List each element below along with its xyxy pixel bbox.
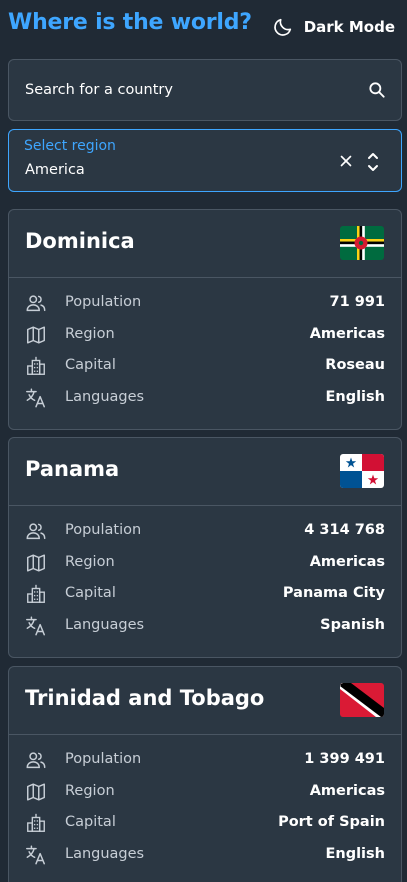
country-card[interactable]: Dominica Population 71 991 Region bbox=[8, 209, 402, 430]
languages-row: Languages English bbox=[9, 840, 401, 872]
country-name: Panama bbox=[25, 457, 120, 481]
clear-icon[interactable] bbox=[337, 152, 355, 170]
buildings-icon bbox=[27, 585, 45, 604]
trinidad-and-tobago-flag-icon bbox=[340, 683, 384, 717]
languages-label: Languages bbox=[65, 846, 145, 863]
capital-row: Capital Roseau bbox=[9, 351, 401, 383]
dominica-flag-icon bbox=[340, 226, 384, 260]
capital-value: Roseau bbox=[325, 357, 385, 374]
region-value: Americas bbox=[309, 782, 385, 799]
region-select[interactable]: Select region America bbox=[8, 129, 402, 192]
country-name: Dominica bbox=[25, 229, 135, 253]
population-row: Population 71 991 bbox=[9, 288, 401, 320]
card-divider bbox=[9, 277, 401, 278]
map-icon bbox=[27, 554, 45, 572]
population-label: Population bbox=[65, 522, 142, 538]
population-value: 71 991 bbox=[329, 294, 386, 310]
country-card-header: Dominica bbox=[9, 210, 401, 277]
users-icon bbox=[26, 295, 46, 312]
languages-value: English bbox=[325, 389, 385, 406]
population-label: Population bbox=[65, 294, 142, 310]
region-row: Region Americas bbox=[9, 320, 401, 352]
population-value: 4 314 768 bbox=[304, 522, 385, 538]
moon-icon bbox=[273, 18, 291, 36]
panama-flag-icon bbox=[340, 454, 384, 488]
translate-icon bbox=[26, 845, 45, 865]
buildings-icon bbox=[27, 814, 45, 833]
languages-row: Languages Spanish bbox=[9, 611, 401, 643]
country-card-header: Panama bbox=[9, 438, 401, 505]
population-row: Population 1 399 491 bbox=[9, 745, 401, 777]
dark-mode-toggle[interactable]: Dark Mode bbox=[272, 14, 395, 40]
capital-value: Port of Spain bbox=[278, 814, 385, 831]
languages-label: Languages bbox=[65, 617, 145, 634]
country-card[interactable]: Trinidad and Tobago Population 1 399 491… bbox=[8, 666, 402, 882]
translate-icon bbox=[26, 388, 45, 408]
region-select-label: Select region bbox=[24, 138, 116, 154]
region-select-value: America bbox=[25, 162, 85, 178]
search-icon[interactable] bbox=[367, 80, 387, 100]
capital-label: Capital bbox=[65, 814, 116, 831]
region-value: Americas bbox=[309, 325, 385, 342]
card-divider bbox=[9, 734, 401, 735]
search-input[interactable] bbox=[9, 60, 401, 120]
region-label: Region bbox=[65, 325, 115, 342]
capital-label: Capital bbox=[65, 585, 116, 602]
map-icon bbox=[27, 326, 45, 344]
buildings-icon bbox=[27, 357, 45, 376]
app-header: Where is the world? Dark Mode bbox=[0, 0, 407, 52]
region-row: Region Americas bbox=[9, 548, 401, 580]
population-row: Population 4 314 768 bbox=[9, 516, 401, 548]
card-divider bbox=[9, 505, 401, 506]
languages-label: Languages bbox=[65, 389, 145, 406]
population-label: Population bbox=[65, 751, 142, 767]
capital-value: Panama City bbox=[282, 585, 385, 602]
region-label: Region bbox=[65, 553, 115, 570]
region-value: Americas bbox=[309, 553, 385, 570]
languages-value: English bbox=[325, 846, 385, 863]
dark-mode-label: Dark Mode bbox=[303, 18, 395, 36]
capital-label: Capital bbox=[65, 357, 116, 374]
languages-value: Spanish bbox=[320, 617, 385, 634]
search-box bbox=[8, 59, 402, 121]
users-icon bbox=[26, 523, 46, 540]
languages-row: Languages English bbox=[9, 383, 401, 415]
region-row: Region Americas bbox=[9, 777, 401, 809]
users-icon bbox=[26, 752, 46, 769]
region-label: Region bbox=[65, 782, 115, 799]
translate-icon bbox=[26, 616, 45, 636]
capital-row: Capital Port of Spain bbox=[9, 808, 401, 840]
country-card[interactable]: Panama Population 4 314 768 Region Ameri… bbox=[8, 437, 402, 658]
country-name: Trinidad and Tobago bbox=[25, 686, 265, 710]
chevron-up-down-icon[interactable] bbox=[363, 150, 383, 174]
population-value: 1 399 491 bbox=[304, 751, 385, 767]
app-title: Where is the world? bbox=[8, 10, 252, 35]
map-icon bbox=[27, 783, 45, 801]
country-card-header: Trinidad and Tobago bbox=[9, 667, 401, 734]
capital-row: Capital Panama City bbox=[9, 579, 401, 611]
